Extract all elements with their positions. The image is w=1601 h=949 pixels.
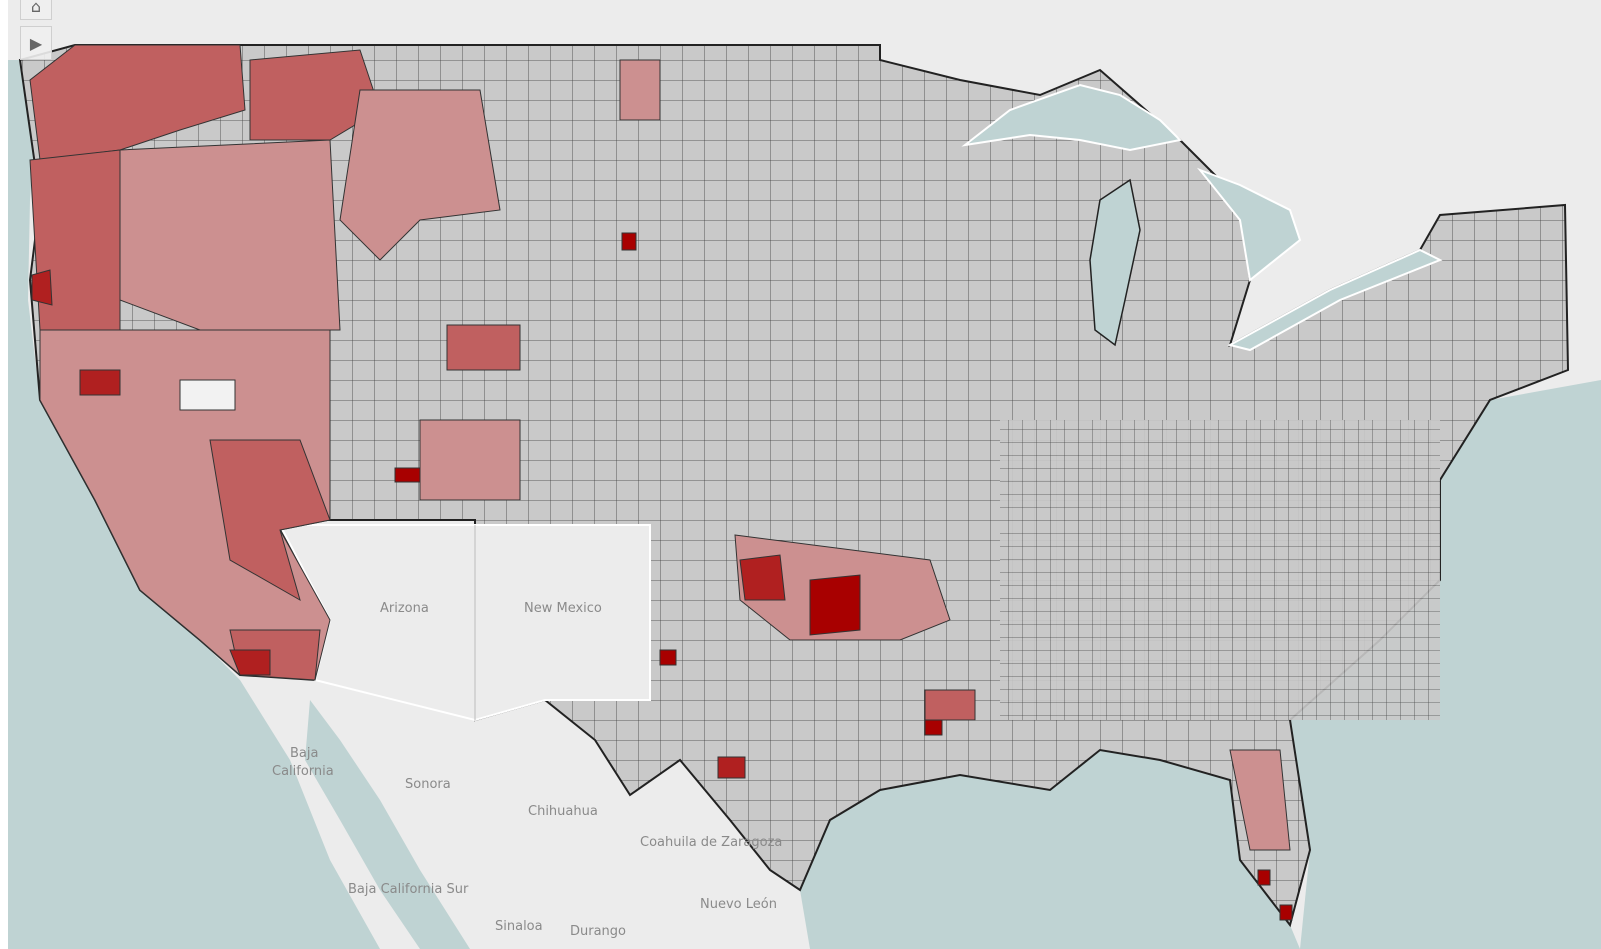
home-icon: ⌂ [30,0,42,16]
place-label: Sonora [405,777,451,792]
place-label: Baja California Sur [348,882,469,897]
place-label: California [272,764,334,779]
home-button[interactable]: ⌂ [20,0,52,20]
county-choropleth-map[interactable]: Arizona New Mexico Baja California Sonor… [8,0,1601,949]
place-label: Coahuila de Zaragoza [640,835,782,850]
lake-erie-ontario [1227,248,1443,352]
atlantic-ocean [1290,380,1601,949]
play-triangle-icon: ▶ [29,33,43,53]
us-counties-east [1000,420,1440,720]
place-label: Nuevo León [700,897,777,912]
expand-toolbar-button[interactable]: ▶ [20,26,52,60]
pacific-ocean [8,60,380,949]
west-coast-counties [29,44,501,681]
lake-superior [961,83,1183,152]
place-label: Durango [570,924,626,939]
colorado-utah-counties [394,59,661,501]
gulf-of-mexico [800,750,1300,949]
gulf-of-california [305,700,470,949]
lake-huron [1196,167,1302,282]
place-label: New Mexico [524,601,602,616]
place-label: Sinaloa [495,919,543,934]
oklahoma-texas-counties [659,534,1293,921]
place-label: Arizona [380,601,429,616]
lake-michigan [1089,178,1141,347]
place-label: Chihuahua [528,804,598,819]
place-label: Baja [290,746,318,761]
